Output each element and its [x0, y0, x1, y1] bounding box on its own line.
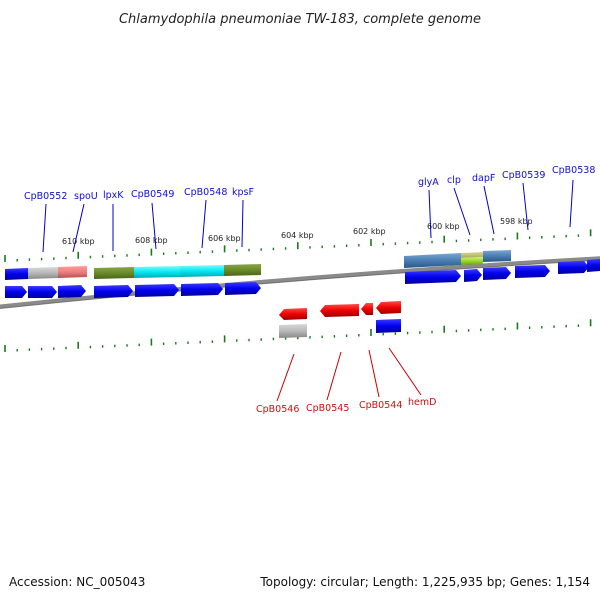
gene-arrow-cpb0538[interactable]: [558, 261, 589, 274]
tick-label-598: 598 kbp: [500, 217, 533, 226]
gene-label-cpb0545[interactable]: CpB0545: [306, 403, 349, 414]
tick-label-604: 604 kbp: [281, 231, 314, 240]
tick-label-600: 600 kbp: [427, 222, 460, 231]
gene-arrow-cpb0546[interactable]: [279, 308, 307, 320]
gene-label-glya[interactable]: glyA: [418, 177, 439, 188]
gene-label-spou[interactable]: spoU: [74, 191, 98, 202]
gene-block-kpsf[interactable]: [224, 264, 261, 276]
gene-label-cpb0546[interactable]: CpB0546: [256, 404, 299, 415]
gene-block-cpb0546[interactable]: [279, 324, 307, 338]
genome-backbone: [0, 256, 600, 309]
gene-label-cpb0549[interactable]: CpB0549: [131, 189, 174, 200]
genome-summary-text: Topology: circular; Length: 1,225,935 bp…: [259, 575, 590, 589]
gene-arrow-glya[interactable]: [405, 270, 461, 284]
gene-block-dapf[interactable]: [483, 250, 511, 262]
gene-block-glya[interactable]: [404, 253, 461, 268]
gene-label-hemd[interactable]: hemD: [408, 397, 436, 408]
gene-block-cpb0548[interactable]: [180, 265, 224, 277]
tick-label-608: 608 kbp: [135, 236, 168, 245]
gene-label-cpb0548[interactable]: CpB0548: [184, 187, 227, 198]
forward-strand-genes: [5, 259, 600, 298]
gene-block-spou-domain[interactable]: [58, 266, 87, 278]
gene-arrow-dapf[interactable]: [483, 267, 511, 280]
upper-tick-ruler: [4, 229, 592, 262]
tick-label-602: 602 kbp: [353, 227, 386, 236]
gene-block-spou[interactable]: [28, 267, 58, 279]
gene-arrow-hemd[interactable]: [376, 301, 401, 314]
gene-label-dapf[interactable]: dapF: [472, 173, 495, 184]
gene-label-cpb0552[interactable]: CpB0552: [24, 191, 67, 202]
gene-label-cpb0544[interactable]: CpB0544: [359, 400, 402, 411]
gene-block-cpb0552[interactable]: [5, 268, 28, 280]
gene-arrow-cpb0549[interactable]: [135, 284, 179, 297]
gene-block-clp[interactable]: [461, 257, 483, 265]
gene-label-cpb0538[interactable]: CpB0538: [552, 165, 595, 176]
gene-arrow-spou-2[interactable]: [58, 285, 86, 298]
genome-backbone-shadow: [0, 259, 600, 309]
accession-text: Accession: NC_005043: [9, 575, 145, 589]
gene-arrow-kpsf[interactable]: [225, 282, 261, 295]
feature-row-upper: [5, 250, 511, 280]
gene-block-clp-top[interactable]: [461, 252, 483, 258]
gene-block-hemd[interactable]: [376, 319, 401, 333]
gene-arrow-spou[interactable]: [28, 286, 57, 298]
reverse-label-leaders: [276, 347, 422, 402]
gene-arrow-lpxk[interactable]: [94, 285, 133, 298]
reverse-strand-genes: [279, 301, 401, 338]
gene-label-clp[interactable]: clp: [447, 175, 461, 186]
gene-arrow-cpb0548[interactable]: [181, 283, 223, 296]
gene-arrow-cpb0545[interactable]: [320, 304, 359, 317]
gene-label-lpxk[interactable]: lpxK: [103, 190, 124, 201]
map-title: Chlamydophila pneumoniae TW-183, complet…: [119, 12, 481, 27]
gene-label-kpsf[interactable]: kpsF: [232, 187, 254, 198]
gene-arrow-cpb0539[interactable]: [515, 265, 550, 278]
gene-block-lpxk[interactable]: [94, 267, 134, 279]
gene-block-cpb0549[interactable]: [134, 266, 180, 278]
gene-arrow-cpb0544[interactable]: [361, 303, 373, 315]
forward-label-leaders: [42, 179, 574, 253]
tick-label-610: 610 kbp: [62, 237, 95, 246]
gene-label-cpb0539[interactable]: CpB0539: [502, 170, 545, 181]
gene-arrow-cpb0552[interactable]: [5, 286, 27, 298]
gene-arrow-cpb0537[interactable]: [587, 259, 600, 272]
gene-arrow-clp[interactable]: [464, 269, 482, 282]
tick-label-606: 606 kbp: [208, 234, 241, 243]
